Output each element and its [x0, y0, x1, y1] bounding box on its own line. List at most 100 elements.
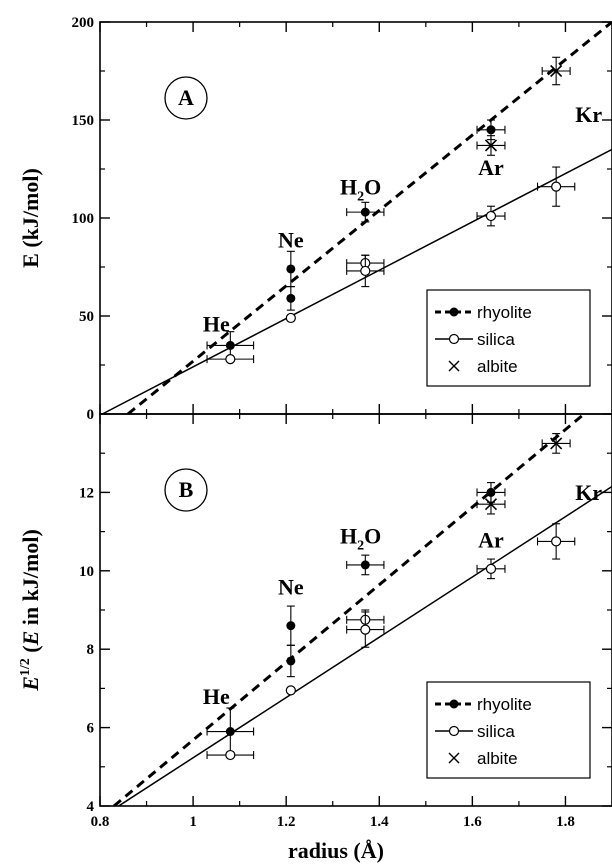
element-label: H2O [340, 174, 381, 204]
element-label-main: Kr [575, 480, 602, 505]
rhyolite-point [286, 621, 296, 631]
y-axis-title-tail: in kJ/mol) [18, 529, 43, 630]
rhyolite-point [286, 293, 296, 303]
element-label: He [203, 312, 230, 337]
element-label-main: He [203, 684, 230, 709]
rhyolite-fit-line [113, 414, 586, 806]
rhyolite-point [360, 207, 370, 217]
silica-point [485, 210, 497, 222]
panel-label: A [178, 85, 194, 110]
element-label: H2O [340, 523, 381, 553]
y-axis-title-e: E [18, 676, 43, 692]
element-label: Ar [478, 155, 504, 180]
element-label-main: Kr [575, 102, 602, 127]
y-axis-title-e2: E [18, 631, 43, 647]
legend-marker [448, 360, 460, 372]
x-tick-label: 1.8 [556, 814, 575, 830]
x-tick-label: 0.8 [91, 814, 110, 830]
legend-label: rhyolite [477, 303, 532, 322]
rhyolite-point [360, 560, 370, 570]
y-tick-label: 200 [72, 15, 95, 31]
legend-label: albite [477, 357, 518, 376]
silica-point [360, 624, 371, 635]
legend-marker [449, 699, 459, 709]
x-tick-label: 1.4 [370, 814, 389, 830]
legend-marker [449, 307, 459, 317]
x-tick-label: 1.2 [277, 814, 296, 830]
element-label-main: He [203, 312, 230, 337]
element-label-sub: 2 [357, 538, 364, 553]
y-axis-title-open: ( [18, 645, 43, 658]
element-label-suffix: O [364, 523, 381, 548]
y-tick-label: 8 [87, 642, 95, 658]
y-tick-label: 6 [87, 721, 95, 737]
element-label-main: H [340, 523, 357, 548]
silica-point [551, 536, 562, 547]
y-axis-title-sup: 1/2 [18, 658, 33, 676]
legend-marker [448, 725, 460, 737]
silica-point [285, 312, 296, 324]
element-label-main: Ne [278, 574, 304, 599]
silica-point [485, 563, 497, 574]
y-tick-label: 10 [79, 564, 94, 580]
panel-label-circle [164, 468, 208, 512]
legend: rhyolite silica albite [426, 681, 591, 779]
plot-area [101, 22, 612, 414]
panel-label: B [179, 477, 194, 502]
element-label: Kr [575, 480, 602, 505]
legend-marker [448, 333, 460, 345]
panel-label-circle [164, 76, 208, 120]
element-label: Ne [278, 227, 304, 252]
element-label-sub: 2 [357, 189, 364, 204]
plot-area [113, 414, 612, 806]
element-label-main: Ne [278, 227, 304, 252]
y-tick-label: 50 [79, 309, 94, 325]
y-tick-label: 150 [72, 113, 95, 129]
element-label-main: H [340, 174, 357, 199]
rhyolite-point [225, 727, 235, 737]
y-axis-title: E (kJ/mol) [18, 168, 43, 268]
rhyolite-point [225, 340, 235, 350]
element-label-suffix: O [364, 174, 381, 199]
y-tick-label: 4 [87, 799, 95, 815]
silica-fit-line [101, 148, 612, 414]
silica-point [285, 685, 296, 696]
silica-point [225, 354, 236, 365]
albite-point [484, 139, 498, 152]
element-label: Kr [575, 102, 602, 127]
legend-label: silica [477, 722, 515, 741]
element-label: Ar [478, 527, 504, 552]
rhyolite-point [286, 656, 296, 666]
albite-point [550, 437, 563, 450]
element-label-main: Ar [478, 527, 504, 552]
legend-label: albite [477, 749, 518, 768]
cross-stroke [484, 498, 498, 511]
x-tick-label: 1.6 [463, 814, 482, 830]
silica-point [225, 749, 236, 761]
x-tick-label: 1 [189, 814, 197, 830]
y-tick-label: 0 [87, 407, 95, 423]
legend-label: rhyolite [477, 695, 532, 714]
y-tick-label: 100 [72, 211, 95, 227]
cross-stroke [484, 139, 498, 152]
silica-point [551, 181, 562, 192]
legend-marker [448, 752, 460, 764]
cross-stroke [550, 437, 563, 450]
x-axis-title: radius (Å) [288, 838, 384, 863]
element-label-main: Ar [478, 155, 504, 180]
silica-point [360, 265, 371, 277]
legend: rhyolite silica albite [426, 289, 591, 387]
element-label: Ne [278, 574, 304, 599]
legend-label: silica [477, 330, 515, 349]
albite-point [550, 64, 563, 78]
rhyolite-point [486, 125, 496, 135]
y-tick-label: 12 [79, 485, 94, 501]
albite-point [484, 498, 498, 511]
cross-stroke [550, 64, 563, 78]
element-label: He [203, 684, 230, 709]
y-axis-title: E1/2 (E in kJ/mol) [18, 529, 43, 692]
panel-b: 4 6 8 10 12 0.8 1 1.2 1.4 1.6 1.8 He Ne H2O Ar Kr Brhyol… [18, 413, 612, 863]
rhyolite-point [286, 264, 296, 274]
